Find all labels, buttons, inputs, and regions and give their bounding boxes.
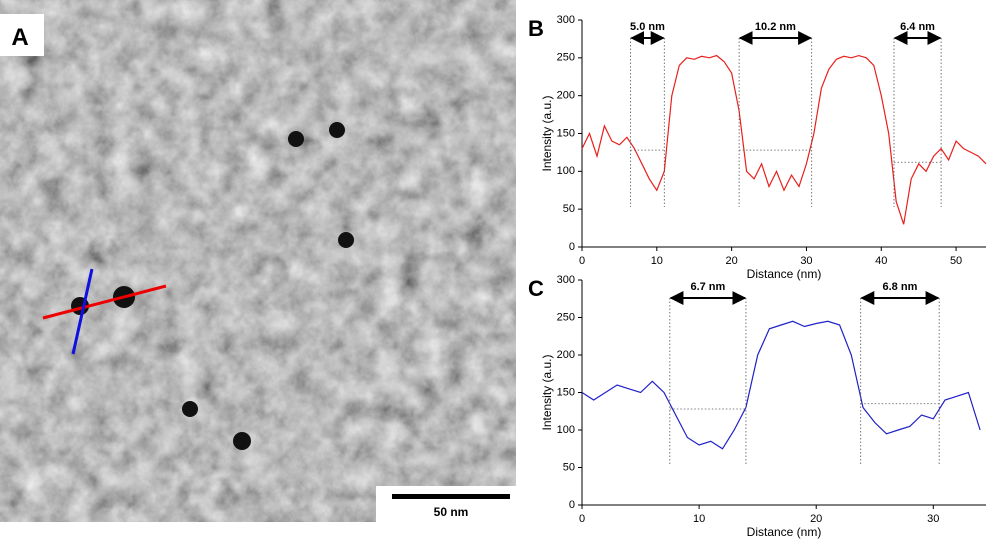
scale-bar-box — [376, 486, 516, 522]
x-axis-label: Distance (nm) — [747, 525, 822, 539]
profile-line — [581, 54, 987, 225]
y-tick-label: 250 — [557, 52, 575, 64]
y-axis-label: Intensity (a.u.) — [540, 354, 554, 430]
y-tick-label: 200 — [557, 90, 575, 102]
y-tick-label: 250 — [557, 311, 575, 323]
y-tick-label: 0 — [569, 499, 575, 511]
x-tick-label: 10 — [651, 255, 663, 267]
y-tick-label: 50 — [563, 461, 575, 473]
red-profile-line — [42, 284, 167, 320]
y-tick-label: 0 — [569, 241, 575, 253]
y-tick-label: 300 — [557, 274, 575, 286]
y-tick-label: 50 — [563, 203, 575, 215]
span-label: 6.8 nm — [883, 281, 918, 293]
profile-line — [581, 320, 981, 450]
scale-bar-label: 50 nm — [434, 505, 469, 519]
x-axis-label: Distance (nm) — [747, 267, 822, 281]
y-tick-label: 200 — [557, 349, 575, 361]
span-label: 10.2 nm — [755, 21, 796, 33]
x-tick-label: 30 — [800, 255, 812, 267]
y-axis-label: Intensity (a.u.) — [540, 95, 554, 171]
x-tick-label: 30 — [927, 513, 939, 525]
y-tick-label: 150 — [557, 386, 575, 398]
label-box — [0, 14, 44, 56]
x-tick-label: 20 — [726, 255, 738, 267]
x-tick-label: 20 — [810, 513, 822, 525]
span-label: 6.4 nm — [900, 21, 935, 33]
panel-label: A — [11, 24, 28, 51]
scale-bar — [392, 494, 510, 499]
panel-label: B — [528, 16, 544, 41]
y-tick-label: 300 — [557, 14, 575, 26]
blue-profile-line — [71, 268, 94, 355]
x-tick-label: 0 — [579, 255, 585, 267]
panel-label: C — [528, 276, 544, 301]
x-tick-label: 40 — [875, 255, 887, 267]
span-label: 5.0 nm — [630, 21, 665, 33]
panel-a: A 50 nm — [0, 0, 516, 522]
x-tick-label: 0 — [579, 513, 585, 525]
tem-texture — [0, 0, 516, 522]
y-tick-label: 100 — [557, 424, 575, 436]
span-label: 6.7 nm — [690, 281, 725, 293]
y-tick-label: 100 — [557, 165, 575, 177]
x-tick-label: 50 — [950, 255, 962, 267]
y-tick-label: 150 — [557, 127, 575, 139]
x-tick-label: 10 — [693, 513, 705, 525]
